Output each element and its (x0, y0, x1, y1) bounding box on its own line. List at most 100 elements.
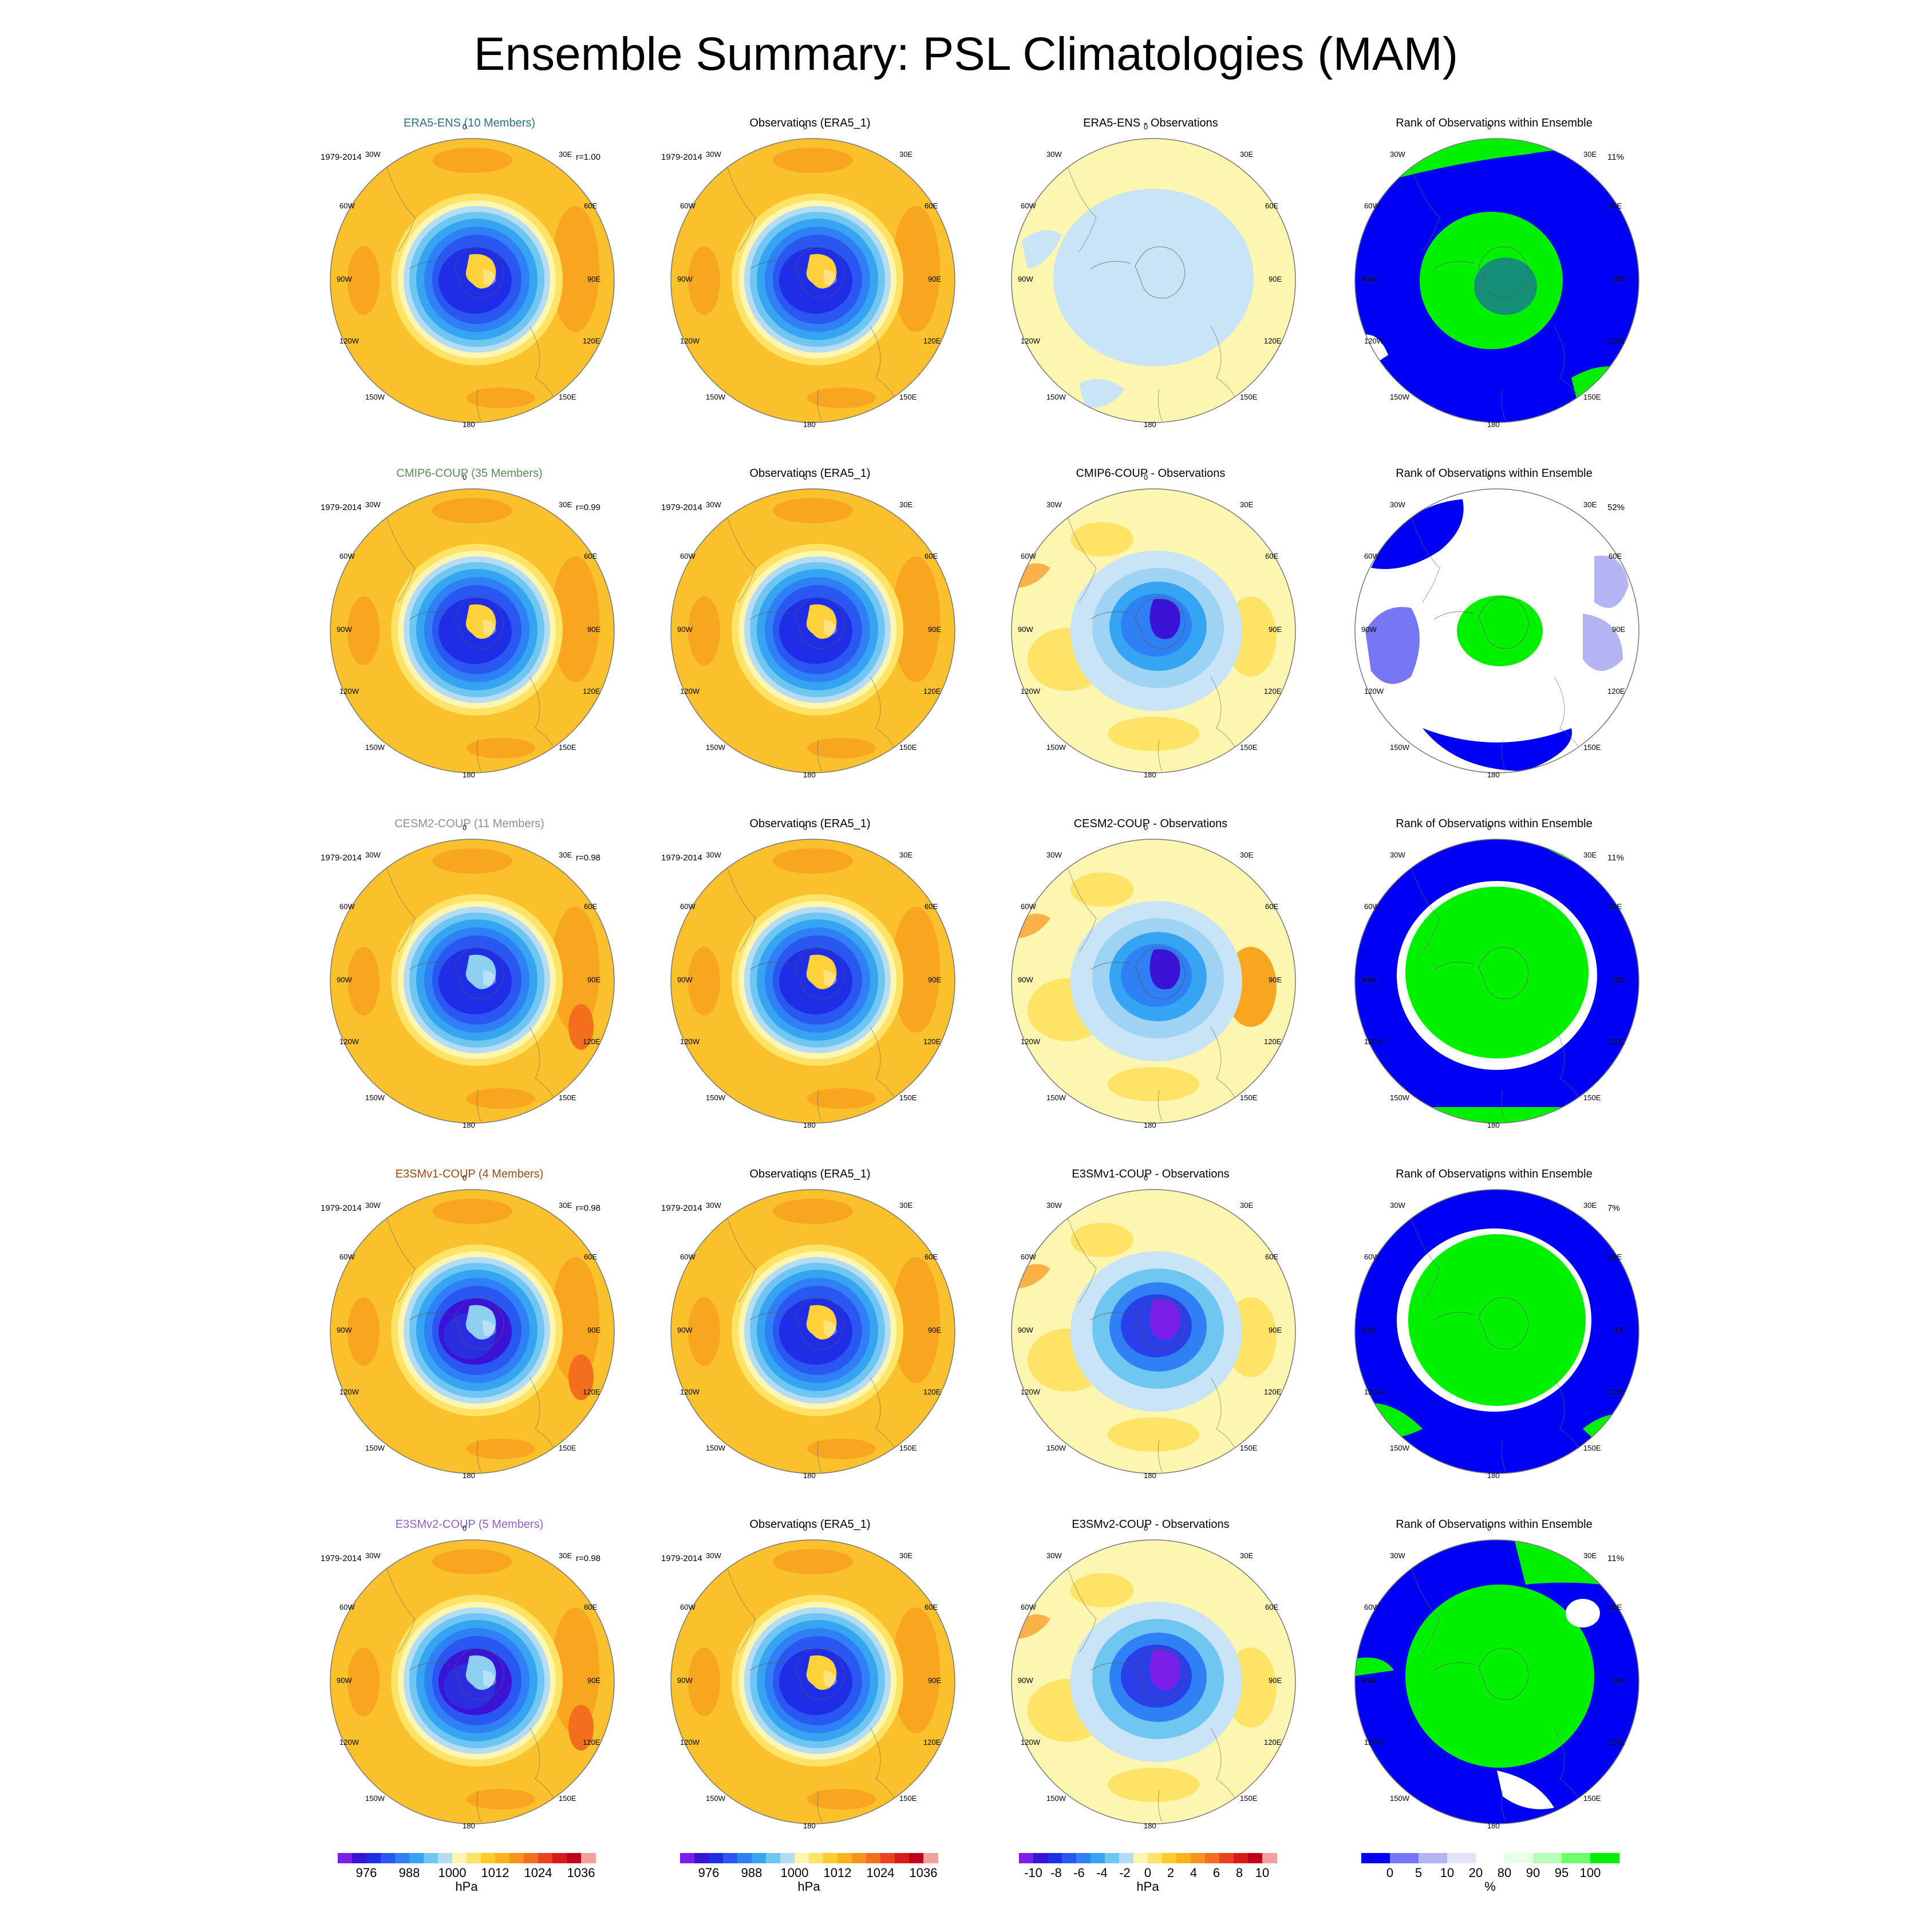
longitude-label: 30E (1240, 1201, 1254, 1210)
longitude-label: 90W (1018, 975, 1033, 984)
longitude-label: 60E (1265, 902, 1279, 911)
longitude-label: 150W (365, 743, 385, 752)
longitude-label: 0 (463, 1174, 467, 1182)
longitude-label: 60W (1021, 902, 1036, 911)
polar-map (1354, 138, 1639, 423)
colorbar-swatch (409, 1853, 424, 1863)
panel-rank-row3: Rank of Observations within Ensemble 11% 0… (1322, 815, 1666, 1159)
longitude-label: 30W (1046, 1201, 1062, 1210)
longitude-label: 180 (1144, 771, 1156, 779)
longitude-label: 30W (1390, 1551, 1405, 1560)
colorbar-swatch (680, 1853, 695, 1863)
colorbar-tick-label: 988 (398, 1866, 420, 1880)
longitude-label: 90E (1612, 275, 1626, 283)
colorbar-swatch (1361, 1853, 1390, 1863)
longitude-label: 120E (1607, 1738, 1625, 1747)
colorbar-swatch (581, 1853, 596, 1863)
longitude-label: 150W (706, 393, 725, 401)
longitude-label: 90W (1018, 1676, 1033, 1685)
polar-map (330, 1189, 615, 1474)
longitude-label: 120W (680, 1388, 700, 1396)
polar-map (670, 1539, 955, 1824)
longitude-label: 60E (1609, 1253, 1622, 1261)
longitude-label: 150W (1390, 1093, 1409, 1102)
longitude-label: 90W (1018, 275, 1033, 283)
polar-map (670, 1189, 955, 1474)
longitude-label: 30E (559, 1551, 572, 1560)
longitude-label: 150E (559, 743, 576, 752)
longitude-label: 60W (1021, 1253, 1036, 1261)
colorbar-tick-label: 1012 (481, 1866, 509, 1880)
longitude-label: 30W (365, 1551, 381, 1560)
longitude-label: 150W (1046, 393, 1066, 401)
panel-title: CMIP6-COUP (35 Members) (396, 467, 543, 480)
panel-title: ERA5-ENS (10 Members) (403, 117, 536, 129)
rank-percent-label: 11% (1607, 152, 1624, 162)
colorbar-tick-label: -4 (1096, 1866, 1108, 1880)
longitude-label: 60W (1364, 1603, 1380, 1611)
longitude-label: 120W (1021, 1388, 1040, 1396)
longitude-label: 60E (1265, 202, 1279, 210)
longitude-label: 30W (706, 500, 721, 509)
colorbar-swatch (1219, 1853, 1234, 1863)
panel-title: Observations (ERA5_1) (749, 467, 871, 480)
longitude-label: 120E (923, 687, 941, 696)
longitude-label: 60E (924, 1603, 938, 1611)
colorbar: 976 988 1000 1012 1024 1036 hPa (680, 1853, 938, 1899)
longitude-label: 60E (1265, 1603, 1279, 1611)
longitude-label: 0 (1144, 823, 1148, 832)
colorbar-swatch (1205, 1853, 1220, 1863)
panel-mean-row5: E3SMv2-COUP (5 Members) 1979-2014 r=0.98 0 3… (298, 1516, 641, 1859)
panel-obs-row3: Observations (ERA5_1) 1979-2014 0 30E 60E 90E… (638, 815, 982, 1159)
longitude-label: 30E (1583, 500, 1597, 509)
longitude-label: 0 (1144, 1174, 1148, 1182)
longitude-label: 90W (1361, 1676, 1377, 1685)
longitude-label: 60W (1364, 552, 1380, 560)
colorbar-tick-label: 6 (1212, 1866, 1220, 1880)
longitude-label: 150W (706, 1444, 725, 1452)
period-label: 1979-2014 (661, 1203, 702, 1213)
longitude-label: 150W (706, 1093, 725, 1102)
longitude-label: 30E (899, 150, 913, 159)
longitude-label: 150W (1046, 1794, 1066, 1803)
longitude-label: 120W (339, 1388, 359, 1396)
longitude-label: 90W (337, 1326, 352, 1334)
period-label: 1979-2014 (321, 503, 362, 512)
correlation-label: r=0.98 (576, 1203, 600, 1213)
longitude-label: 150W (1046, 1093, 1066, 1102)
longitude-label: 90E (587, 1676, 601, 1685)
polar-map (330, 839, 615, 1124)
longitude-label: 60W (680, 1603, 696, 1611)
colorbar-swatch (1390, 1853, 1419, 1863)
longitude-label: 0 (463, 473, 467, 481)
longitude-label: 90E (1612, 1676, 1626, 1685)
colorbar-tick-label: 10 (1440, 1866, 1455, 1880)
longitude-label: 120E (583, 337, 600, 345)
longitude-label: 30E (559, 851, 572, 859)
longitude-label: 30W (365, 851, 381, 859)
polar-map (1354, 1189, 1639, 1474)
panel-title: Rank of Observations within Ensemble (1396, 1518, 1593, 1531)
longitude-label: 90E (1269, 625, 1282, 634)
longitude-label: 150E (1583, 743, 1601, 752)
colorbar-swatch (1048, 1853, 1062, 1863)
longitude-label: 90W (677, 625, 693, 634)
panel-title: E3SMv1-COUP - Observations (1072, 1168, 1230, 1180)
longitude-label: 60E (924, 202, 938, 210)
colorbar-tick-label: 976 (698, 1866, 720, 1880)
longitude-label: 60W (680, 202, 696, 210)
colorbar-tick-label: 10 (1255, 1866, 1270, 1880)
longitude-label: 90E (1269, 275, 1282, 283)
longitude-label: 0 (803, 1524, 808, 1532)
colorbar-tick-label: 5 (1415, 1866, 1423, 1880)
longitude-label: 30E (899, 500, 913, 509)
longitude-label: 90E (587, 625, 601, 634)
longitude-label: 60E (924, 1253, 938, 1261)
longitude-label: 150E (1240, 1794, 1258, 1803)
longitude-label: 30W (1390, 500, 1405, 509)
panel-mean-row4: E3SMv1-COUP (4 Members) 1979-2014 r=0.98 0 3… (298, 1165, 641, 1509)
correlation-label: r=0.98 (576, 1554, 600, 1563)
longitude-label: 120E (583, 1388, 600, 1396)
colorbar-swatch (923, 1853, 938, 1863)
longitude-label: 30W (706, 1201, 721, 1210)
